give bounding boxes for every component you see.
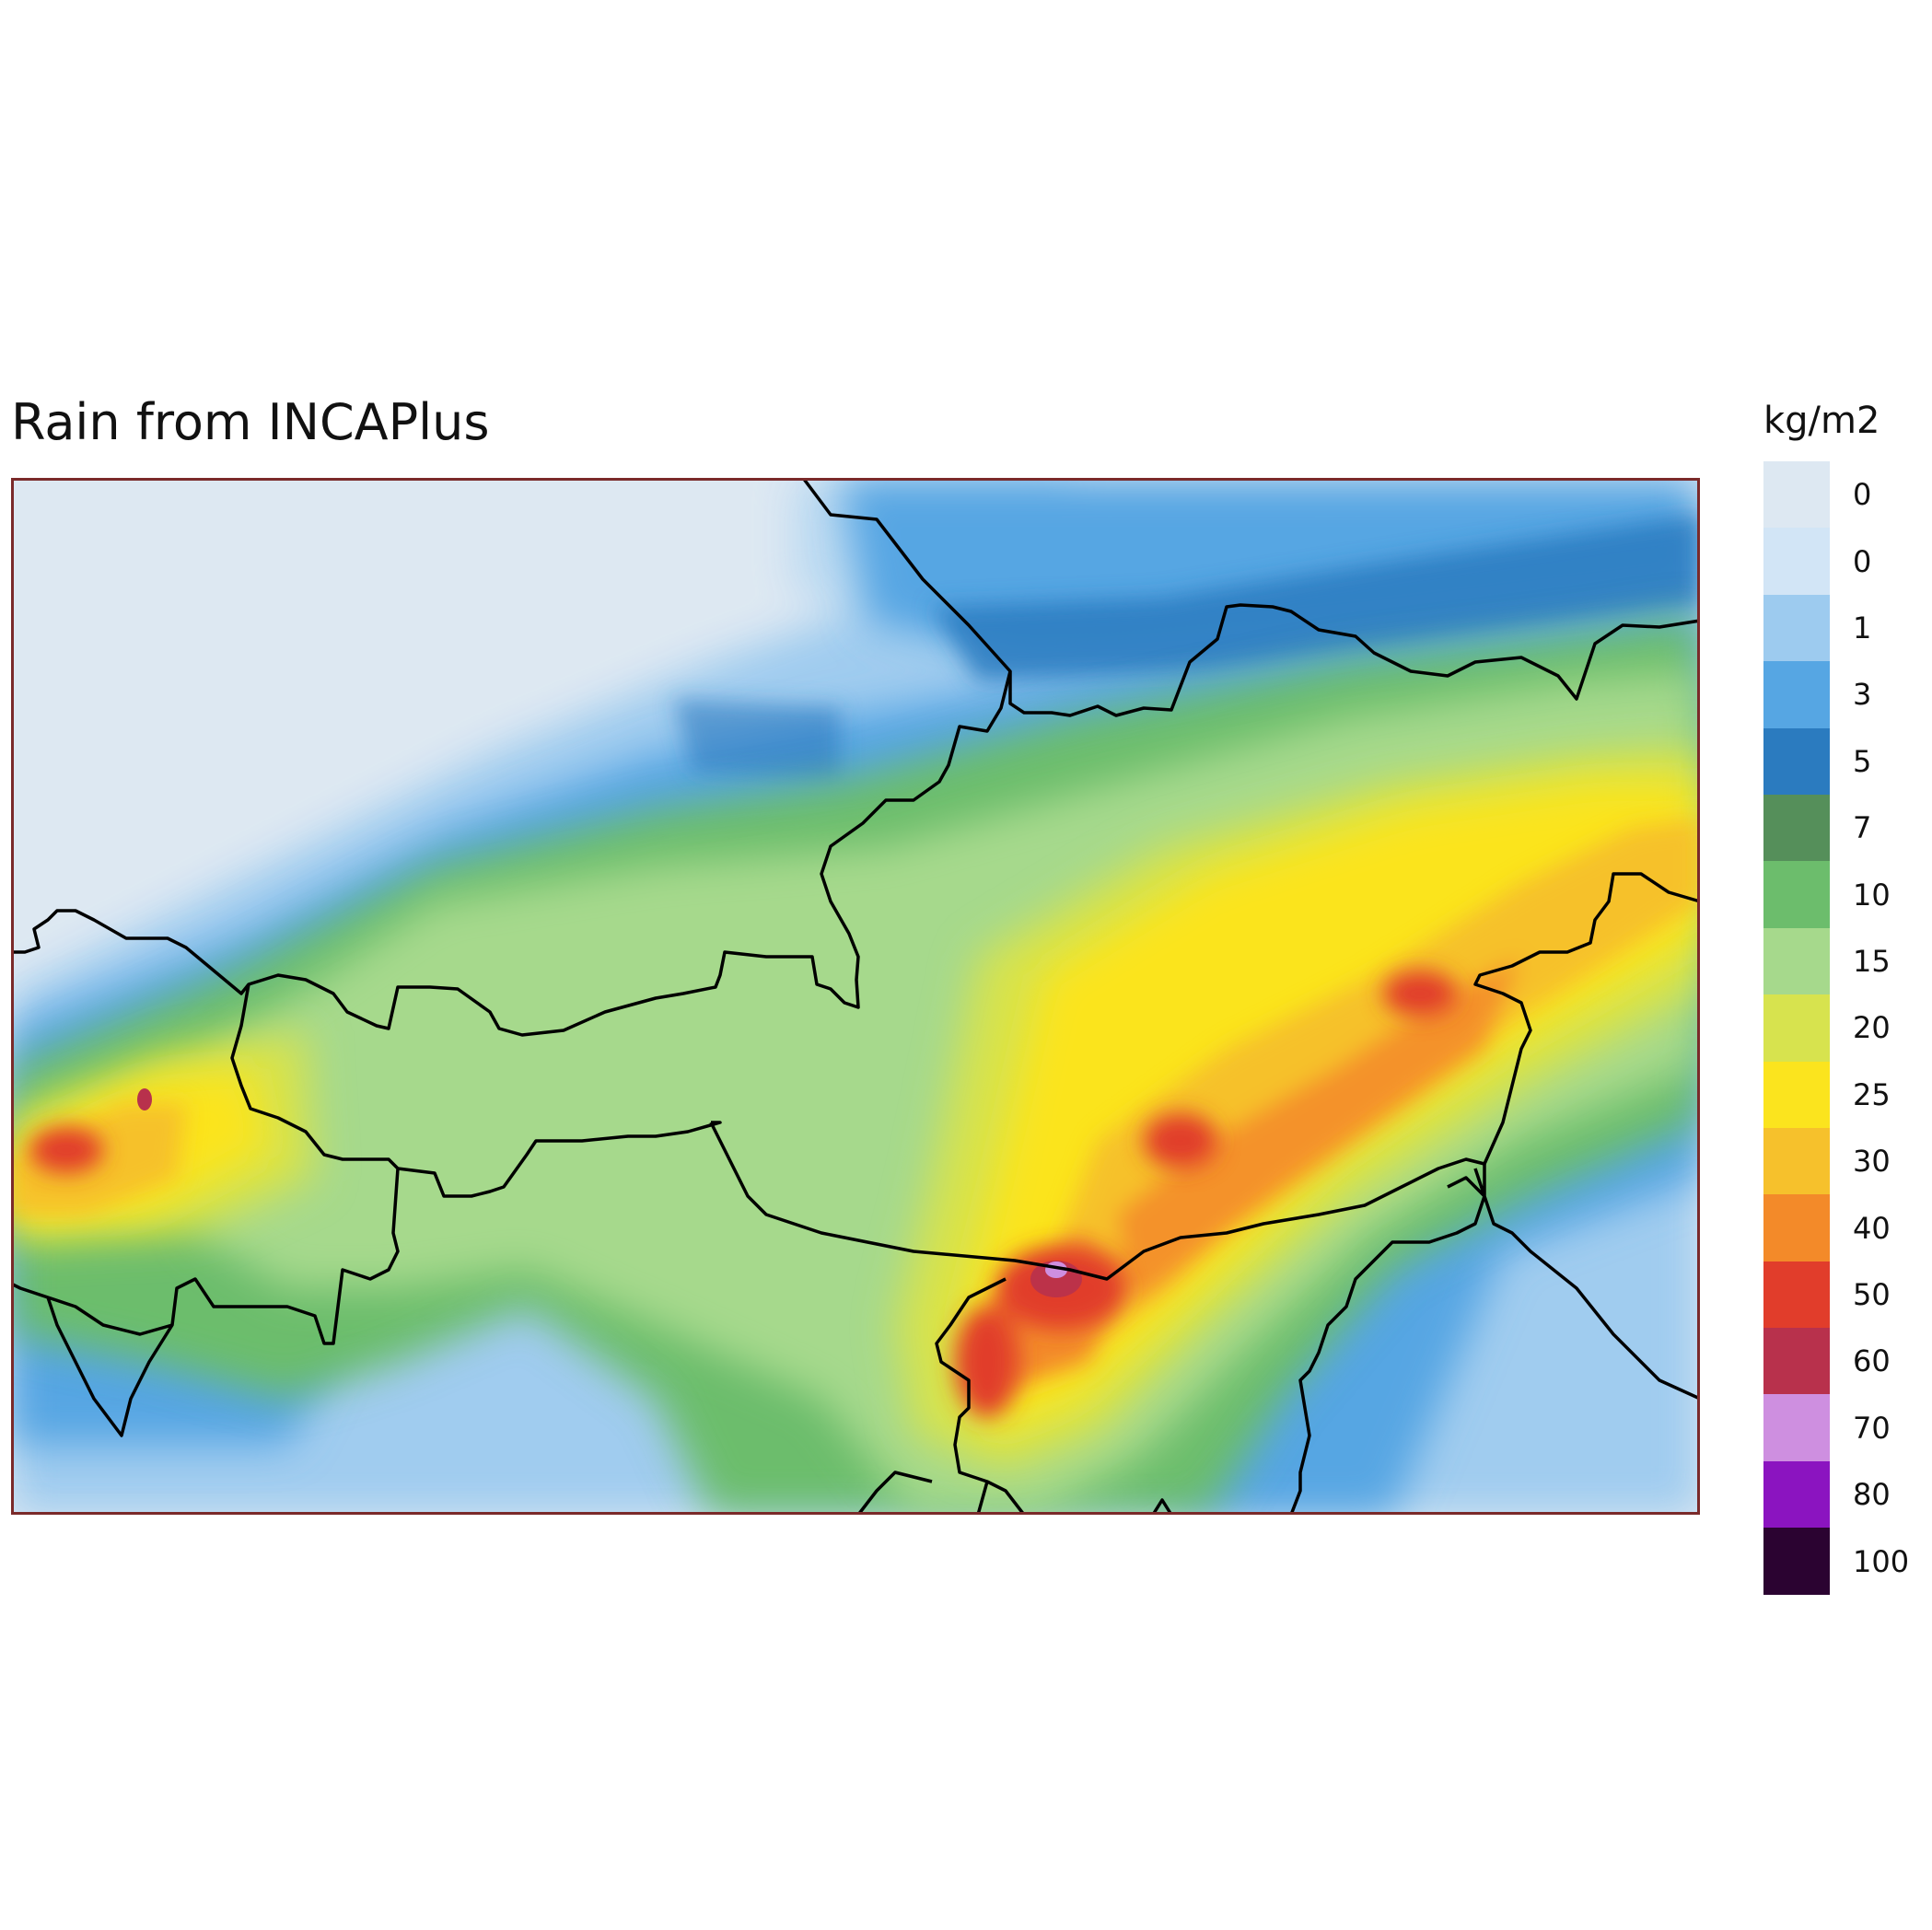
legend-swatch-10 xyxy=(1763,1127,1830,1195)
legend-swatch-11 xyxy=(1763,1194,1830,1261)
map-title: Rain from INCAPlus xyxy=(11,393,490,451)
legend-swatch-6 xyxy=(1763,861,1830,928)
legend-label-12: 50 xyxy=(1853,1277,1891,1312)
legend-label-8: 20 xyxy=(1853,1010,1891,1046)
legend-label-13: 60 xyxy=(1853,1343,1891,1379)
legend-label-7: 15 xyxy=(1853,944,1891,979)
legend-swatch-13 xyxy=(1763,1328,1830,1395)
legend-label-16: 100 xyxy=(1853,1543,1910,1579)
boundary-north-1 xyxy=(801,478,1700,717)
legend-label-6: 10 xyxy=(1853,877,1891,913)
legend-swatch-3 xyxy=(1763,661,1830,728)
rain-zone-darkblue-1 xyxy=(932,515,1700,680)
rain-spot-magenta-2 xyxy=(137,1088,152,1110)
legend-label-11: 40 xyxy=(1853,1210,1891,1246)
legend-swatch-15 xyxy=(1763,1460,1830,1529)
legend-swatch-2 xyxy=(1763,594,1830,662)
legend-swatch-16 xyxy=(1763,1528,1830,1595)
country-boundaries xyxy=(11,478,1700,1515)
rain-zone-darkblue-2 xyxy=(674,699,840,782)
boundary-north-2 xyxy=(11,670,1012,1037)
legend-label-4: 5 xyxy=(1853,743,1872,779)
rain-zone-orange-2 xyxy=(1116,957,1521,1307)
legend-label-1: 0 xyxy=(1853,543,1872,579)
legend-label-3: 3 xyxy=(1853,677,1872,713)
legend-swatch-9 xyxy=(1763,1061,1830,1128)
legend-label-0: 0 xyxy=(1853,477,1872,513)
rain-map[interactable] xyxy=(11,478,1700,1515)
boundary-switzerland xyxy=(11,983,722,1437)
legend-label-15: 80 xyxy=(1853,1477,1891,1513)
legend-label-14: 70 xyxy=(1853,1410,1891,1446)
legend-swatch-7 xyxy=(1763,927,1830,995)
legend-label-9: 25 xyxy=(1853,1076,1891,1112)
boundary-south-2 xyxy=(856,1277,1173,1515)
legend-swatch-8 xyxy=(1763,994,1830,1062)
legend-unit: kg/m2 xyxy=(1763,400,1880,442)
legend-swatch-5 xyxy=(1763,794,1830,862)
rain-spot-red-5 xyxy=(955,1307,1019,1417)
boundary-southeast xyxy=(1289,1164,1700,1515)
rain-spot-red-2 xyxy=(1144,1113,1217,1168)
legend-swatch-1 xyxy=(1763,528,1830,595)
legend-label-10: 30 xyxy=(1853,1144,1891,1180)
rain-spot-red-3 xyxy=(1383,971,1457,1017)
legend-label-2: 1 xyxy=(1853,610,1872,645)
map-border xyxy=(11,478,1700,1515)
precipitation-field xyxy=(11,478,1700,1515)
legend-swatch-0 xyxy=(1763,461,1830,529)
legend-swatch-12 xyxy=(1763,1261,1830,1329)
legend-swatch-14 xyxy=(1763,1394,1830,1461)
rain-spot-red-4 xyxy=(29,1127,103,1173)
legend-swatch-4 xyxy=(1763,727,1830,795)
color-legend xyxy=(1763,461,1830,1595)
legend-label-5: 7 xyxy=(1853,810,1872,846)
